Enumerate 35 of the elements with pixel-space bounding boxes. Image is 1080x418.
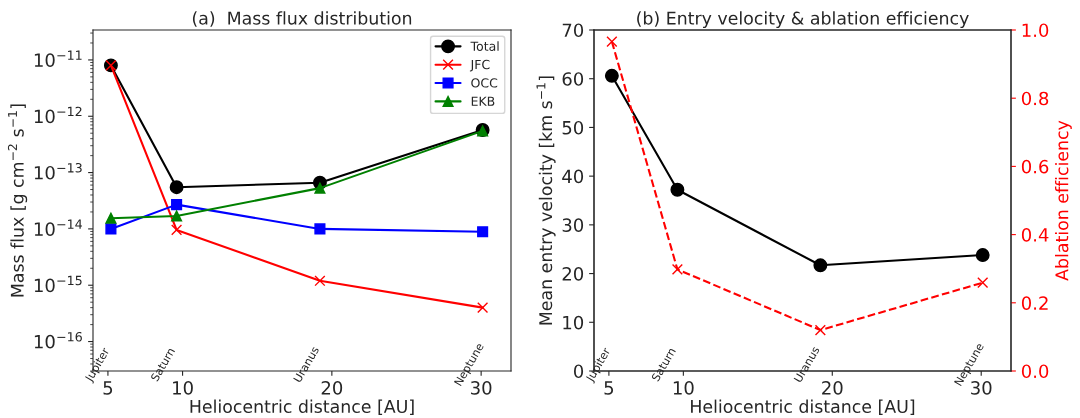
y-tick-label: 10$^{−13}$ (34, 163, 82, 180)
y-tick-label: 10$^{−12}$ (34, 106, 82, 124)
y2-axis-title: Ablation efficiency (1054, 120, 1072, 281)
y2-tick-label: 0.6 (1021, 159, 1049, 174)
y2-tick-label: 0.8 (1021, 91, 1049, 106)
legend-label: EKB (471, 96, 495, 106)
y-tick-label: 10$^{−11}$ (34, 50, 82, 67)
legend-label: OCC (471, 78, 498, 88)
y-tick-label: 40 (562, 169, 584, 184)
chart-title: (a) Mass flux distribution (192, 11, 412, 27)
y-tick-label: 0 (573, 364, 584, 379)
y2-tick-label: 0.0 (1021, 364, 1049, 379)
x-tick-label: 10 (673, 381, 694, 395)
y2-tick-label: 1.0 (1022, 23, 1049, 38)
y2-tick-label: 0.4 (1021, 228, 1049, 242)
y-axis-title: Mean entry velocity [km s$^{−1}$] (536, 76, 556, 325)
y-axis-title: Mass flux [g cm$^{−2}$ s$^{−1}$] (7, 104, 28, 297)
chart-title: (b) Entry velocity & ablation efficiency (637, 11, 969, 29)
y-tick-label: 20 (562, 267, 584, 281)
y-tick-label: 50 (562, 120, 584, 135)
legend-label: JFC (469, 59, 490, 72)
y-tick-label: 30 (562, 218, 584, 232)
y-tick-label: 10$^{−14}$ (34, 219, 83, 236)
y2-tick-label: 0.2 (1021, 296, 1048, 310)
y-tick-label: 60 (562, 72, 584, 86)
y-tick-label: 10 (563, 315, 584, 330)
y-tick-label: 10$^{−15}$ (34, 275, 82, 293)
x-tick-label: 10 (173, 381, 193, 395)
y-tick-label: 70 (562, 23, 584, 38)
x-axis-title: Heliocentric distance [AU] (190, 399, 414, 416)
y-tick-label: 10$^{−16}$ (34, 331, 82, 349)
legend-label: Total (470, 41, 499, 51)
x-tick-label: 20 (321, 381, 343, 395)
x-tick-label: 20 (822, 381, 843, 395)
x-axis-title: Heliocentric distance [AU] (691, 399, 915, 416)
